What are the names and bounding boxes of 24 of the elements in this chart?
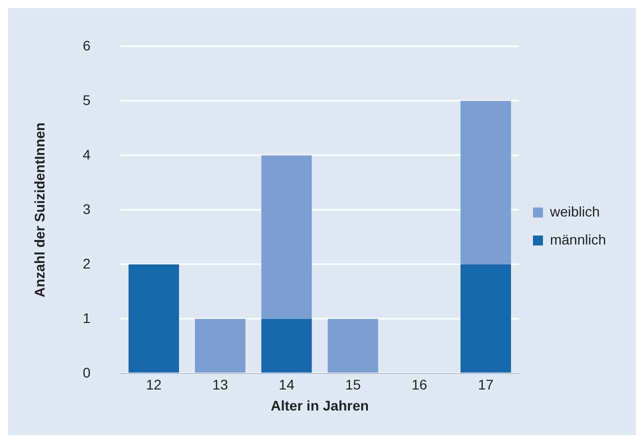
bar — [460, 264, 512, 373]
x-tick-label: 12 — [146, 376, 162, 393]
bar — [194, 318, 246, 373]
y-tick-label: 6 — [82, 37, 91, 54]
y-tick-label: 3 — [82, 200, 91, 217]
y-tick-label: 1 — [82, 310, 91, 326]
x-tick-label: 14 — [278, 376, 295, 393]
x-axis-title: Alter in Jahren — [270, 397, 369, 414]
legend-label: weiblich — [548, 203, 600, 220]
bar — [128, 264, 180, 373]
bar — [328, 318, 378, 373]
bar — [460, 100, 512, 264]
x-tick-label: 15 — [345, 376, 361, 393]
y-tick-label: 0 — [82, 364, 91, 380]
bar — [261, 155, 312, 319]
x-tick-label: 17 — [478, 376, 494, 393]
x-tick-label: 16 — [412, 376, 428, 393]
bar — [261, 318, 312, 373]
x-tick-label: 13 — [212, 376, 228, 393]
y-tick-label: 5 — [82, 92, 91, 108]
y-tick-label: 4 — [82, 146, 91, 162]
y-tick-label: 2 — [82, 255, 91, 272]
y-axis-title: Anzahl der SuizidentInnen — [31, 122, 48, 298]
legend-label: männlich — [550, 231, 606, 248]
